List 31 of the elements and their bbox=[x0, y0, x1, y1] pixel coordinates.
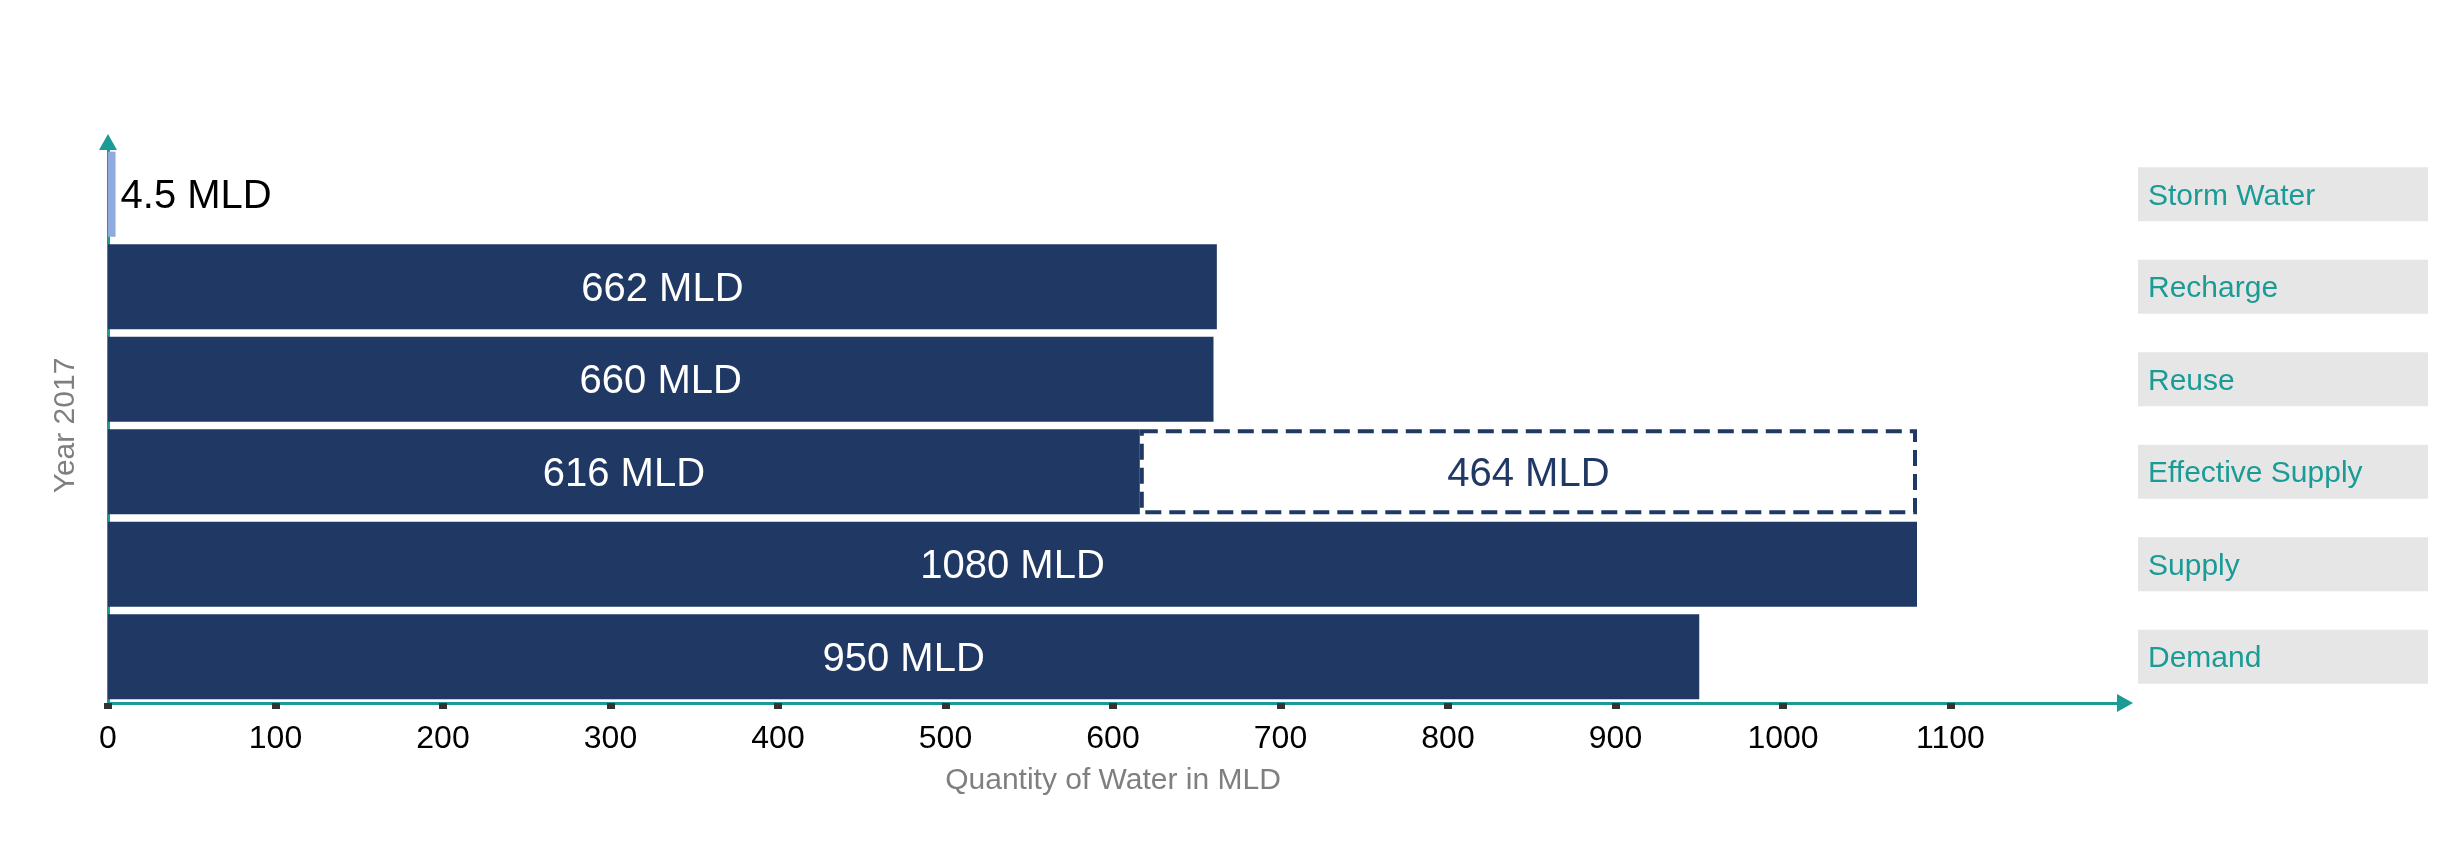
y-tick-label: Demand bbox=[2148, 640, 2262, 674]
bar bbox=[108, 521, 1917, 607]
y-tick-label: Supply bbox=[2148, 547, 2240, 581]
x-tick-label: 400 bbox=[751, 719, 805, 755]
data-label: 662 MLD bbox=[581, 264, 744, 309]
x-tick-label: 0 bbox=[99, 719, 117, 755]
data-label: 1080 MLD bbox=[920, 542, 1105, 587]
y-tick-label: Reuse bbox=[2148, 362, 2235, 396]
bar bbox=[108, 614, 1700, 700]
y-axis-title: Year 2017 bbox=[46, 357, 80, 494]
x-tick-label: 300 bbox=[583, 719, 638, 755]
data-label: 950 MLD bbox=[822, 634, 985, 679]
x-tick-label: 700 bbox=[1253, 719, 1308, 755]
bar bbox=[108, 336, 1214, 422]
x-tick-label: 100 bbox=[248, 719, 303, 755]
x-axis-title: Quantity of Water in MLD bbox=[945, 761, 1281, 795]
y-tick-label: Storm Water bbox=[2148, 177, 2316, 211]
x-tick-label: 500 bbox=[918, 719, 973, 755]
y-tick-label: Recharge bbox=[2148, 270, 2279, 304]
x-tick-label: 1100 bbox=[1916, 719, 1985, 755]
data-label: 4.5 MLD bbox=[120, 172, 272, 217]
x-tick-label: 600 bbox=[1086, 719, 1140, 755]
x-tick-label: 200 bbox=[416, 719, 470, 755]
y-tick-label: Effective Supply bbox=[2148, 455, 2363, 489]
bar bbox=[108, 244, 1217, 330]
data-label: 616 MLD bbox=[542, 449, 706, 494]
x-tick-label: 900 bbox=[1588, 719, 1643, 755]
data-label: 660 MLD bbox=[579, 357, 742, 402]
data-label: 464 MLD bbox=[1447, 449, 1610, 494]
x-tick-label: 800 bbox=[1421, 719, 1475, 755]
x-tick-label: 1000 bbox=[1747, 719, 1819, 755]
